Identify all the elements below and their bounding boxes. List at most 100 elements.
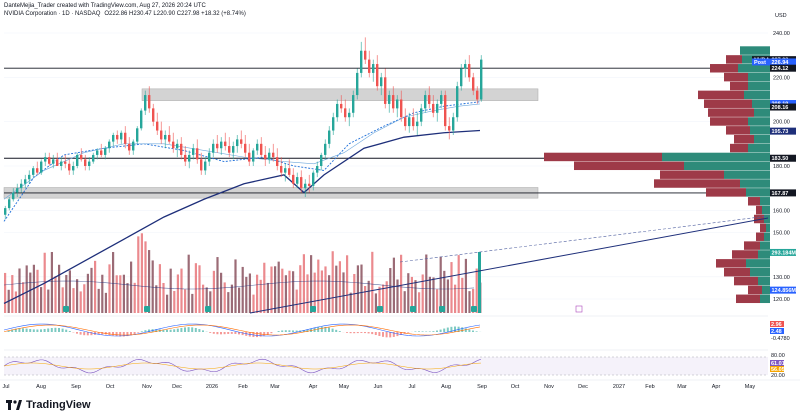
earnings-marker	[377, 306, 383, 312]
volume-profile-bar-up	[748, 81, 770, 91]
macd-histogram-bar	[241, 332, 244, 336]
volume-bar	[421, 274, 424, 313]
candle-body	[148, 95, 151, 109]
candles	[4, 37, 483, 220]
candle-body	[24, 179, 27, 184]
price-tag-bg	[770, 154, 796, 162]
macd-histogram-bar	[50, 328, 53, 332]
volume-profile-bar-up	[746, 259, 770, 268]
volume-bar	[36, 269, 39, 313]
volume-bar	[277, 261, 280, 313]
volume-profile-bar-up	[762, 205, 770, 215]
candle-body	[236, 139, 239, 147]
candle-body	[380, 77, 383, 87]
candle-body	[344, 108, 347, 118]
macd-histogram-bar	[306, 329, 309, 332]
macd-histogram-bar	[292, 330, 294, 332]
price-tag-value: 224.12	[772, 66, 789, 72]
macd-histogram-bar	[22, 328, 24, 332]
macd-histogram-bar	[166, 329, 168, 332]
candle-body	[288, 168, 291, 175]
candle-body	[92, 154, 95, 162]
volume-profile-bar-down	[732, 250, 758, 259]
macd-histogram-bar	[281, 330, 284, 332]
candle-body	[184, 154, 187, 162]
candle-body	[204, 161, 207, 171]
price-tag-value: 226.94	[772, 60, 790, 66]
candle-body	[36, 168, 39, 173]
earnings-marker	[439, 306, 445, 312]
volume-profile-bar-down	[660, 170, 724, 179]
candle-body	[68, 163, 71, 171]
volume-bar	[349, 292, 352, 313]
macd-histogram-bar	[367, 332, 370, 334]
volume-profile-bar-up	[746, 188, 770, 197]
candle-body	[188, 154, 191, 162]
time-axis[interactable]: Jul Aug Sep Oct Nov Dec 2026 Feb Mar Apr May Jun Jul…	[0, 379, 800, 390]
volume-bar	[191, 293, 194, 313]
time-tick-label: Feb	[238, 384, 247, 390]
volume-bar	[61, 287, 64, 313]
macd-histogram-bar	[295, 330, 298, 332]
candle-body	[444, 95, 447, 127]
macd-histogram-bar	[302, 330, 305, 332]
time-tick-label: 2027	[613, 384, 625, 390]
candle-body	[452, 117, 455, 131]
oscillator-axis-label: 2.48	[771, 329, 782, 335]
macd-histogram-bar	[58, 327, 60, 332]
candle-body	[428, 95, 431, 104]
price-tags: NVDA227.98Post226.94224.12208.19208.1619…	[752, 56, 796, 294]
volume-profile-bar-down	[716, 259, 746, 268]
price-chart[interactable]: USD 240.00 220.00 200.00 180.00 160.00 150.00 1…	[0, 0, 800, 395]
volume-profile-bar-down	[710, 64, 738, 73]
candle-body	[268, 152, 271, 160]
volume-bar	[227, 292, 230, 313]
candle-body	[468, 64, 471, 78]
volume-bar	[155, 285, 158, 313]
candle-body	[396, 99, 399, 109]
macd-histogram-bar	[90, 332, 93, 336]
volume-bar	[310, 255, 313, 313]
volume-bar	[25, 265, 28, 313]
oscillator-tag-bg	[770, 360, 784, 366]
volume-bar	[126, 283, 129, 313]
macd-histogram-bar	[284, 330, 287, 332]
volume-bar	[58, 264, 61, 313]
volume-profile-bar-up	[760, 197, 770, 206]
macd-histogram-bar	[223, 332, 226, 335]
volume-profile-bar-down	[748, 285, 762, 295]
volume-bar	[108, 264, 111, 313]
time-tick-label: 2026	[206, 384, 218, 390]
candle-body	[40, 161, 43, 173]
macd-histogram-bar	[374, 332, 377, 336]
tradingview-logo[interactable]: TradingView	[6, 399, 91, 411]
candle-body	[132, 141, 135, 151]
volume-bar	[454, 284, 457, 313]
volume-profile-bar-up	[766, 223, 770, 233]
price-tag-bg	[770, 64, 796, 72]
candle-body	[228, 146, 231, 153]
macd-histogram-bar	[256, 332, 258, 338]
volume-bar	[342, 272, 345, 313]
volume-bar	[72, 288, 75, 313]
time-tick-label: Mar	[270, 384, 280, 390]
price-tag-bg	[770, 189, 796, 197]
volume-bar	[119, 275, 122, 313]
trendline-solid	[249, 217, 769, 314]
volume-profile-bar-down	[574, 161, 684, 171]
volume-bar	[83, 284, 86, 313]
candle-body	[352, 95, 355, 113]
volume-bar	[90, 267, 93, 313]
macd-histogram-bar	[277, 331, 280, 332]
volume-profile-bar-down	[744, 241, 760, 250]
candle-body	[112, 134, 115, 142]
oscillator-axis-label: 80.00	[771, 353, 785, 359]
volume-bar	[29, 272, 32, 313]
volume-bar	[338, 261, 341, 313]
price-tag-value: 208.16	[772, 105, 789, 111]
candle-body	[60, 161, 63, 166]
price-tick-label: 150.00	[773, 231, 790, 237]
volume-bar	[324, 266, 327, 313]
price-tag-bg	[770, 248, 796, 256]
volume-bar	[407, 273, 410, 313]
